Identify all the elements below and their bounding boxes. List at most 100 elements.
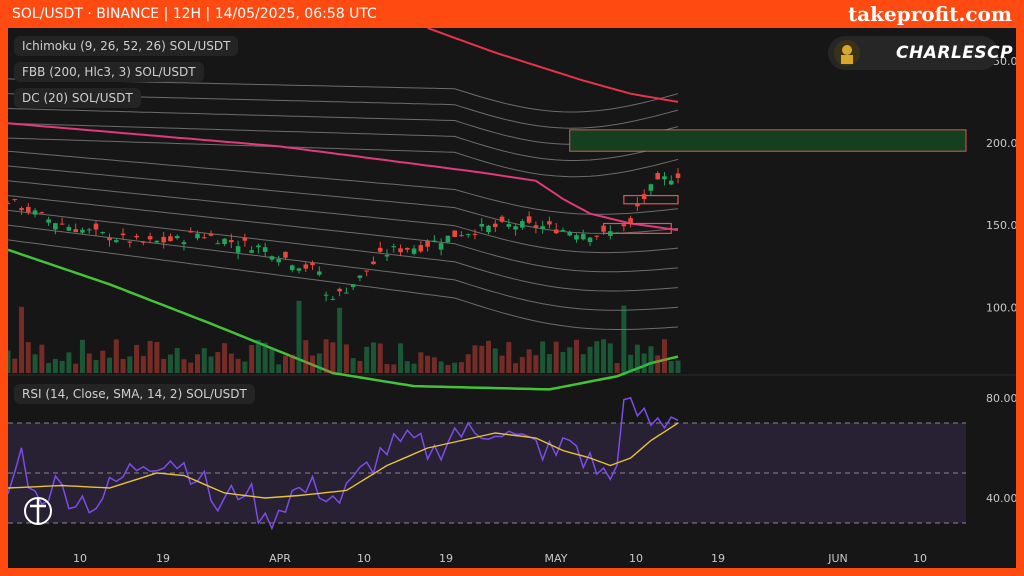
legend-rsi[interactable]: RSI (14, Close, SMA, 14, 2) SOL/USDT — [14, 384, 255, 404]
candle[interactable] — [398, 248, 403, 253]
candle[interactable] — [93, 223, 99, 230]
candle[interactable] — [66, 227, 72, 231]
legend-fbb[interactable]: FBB (200, Hlc3, 3) SOL/USDT — [14, 62, 204, 82]
candle[interactable] — [86, 229, 92, 231]
candle[interactable] — [486, 225, 491, 233]
candle[interactable] — [668, 180, 674, 185]
candle[interactable] — [303, 264, 309, 269]
candle[interactable] — [201, 237, 207, 239]
candle[interactable] — [418, 245, 424, 252]
candle[interactable] — [242, 237, 248, 241]
candle[interactable] — [492, 223, 498, 228]
candle[interactable] — [520, 221, 525, 228]
candle[interactable] — [384, 255, 390, 257]
candle[interactable] — [188, 230, 194, 233]
candle[interactable] — [53, 223, 58, 230]
support-box-upper[interactable] — [623, 194, 679, 205]
candle[interactable] — [330, 298, 336, 300]
candle[interactable] — [364, 270, 369, 272]
candle[interactable] — [249, 250, 254, 253]
candle[interactable] — [141, 241, 146, 243]
candle[interactable] — [587, 237, 593, 243]
candle[interactable] — [614, 232, 620, 234]
candle[interactable] — [296, 268, 302, 271]
candle[interactable] — [222, 238, 227, 245]
candle[interactable] — [235, 246, 241, 253]
candle[interactable] — [337, 288, 342, 292]
candle[interactable] — [276, 259, 282, 263]
candle[interactable] — [377, 247, 383, 252]
candle[interactable] — [641, 194, 647, 200]
candle[interactable] — [526, 216, 532, 223]
candle[interactable] — [601, 225, 606, 232]
candle[interactable] — [506, 224, 512, 227]
legend-ichimoku[interactable]: Ichimoku (9, 26, 52, 26) SOL/USDT — [14, 36, 239, 56]
candle[interactable] — [608, 231, 613, 236]
candle[interactable] — [635, 203, 640, 207]
candle[interactable] — [12, 199, 18, 201]
candle[interactable] — [59, 223, 65, 225]
candle[interactable] — [46, 219, 51, 223]
legend-dc[interactable]: DC (20) SOL/USDT — [14, 88, 141, 108]
candle[interactable] — [547, 221, 552, 225]
candle[interactable] — [648, 184, 654, 191]
candle[interactable] — [147, 236, 153, 240]
candle[interactable] — [567, 232, 573, 236]
candle[interactable] — [208, 233, 214, 236]
candle[interactable] — [655, 173, 660, 180]
candle[interactable] — [310, 262, 315, 266]
candle[interactable] — [465, 234, 471, 236]
candle[interactable] — [161, 236, 166, 243]
candle[interactable] — [499, 216, 505, 222]
candle[interactable] — [107, 237, 112, 241]
candle[interactable] — [256, 245, 261, 248]
candle[interactable] — [174, 236, 180, 239]
candle[interactable] — [513, 226, 518, 230]
candle[interactable] — [154, 240, 160, 243]
candle[interactable] — [459, 235, 464, 237]
candle[interactable] — [445, 235, 451, 243]
candle[interactable] — [425, 240, 430, 247]
candle[interactable] — [323, 294, 329, 296]
candle[interactable] — [594, 235, 600, 237]
candle[interactable] — [675, 173, 681, 178]
price-chart[interactable]: 250.00200.00150.00100.0080.0040.001019AP… — [8, 28, 1016, 568]
candle[interactable] — [350, 284, 356, 288]
candle[interactable] — [80, 229, 85, 233]
candle[interactable] — [181, 242, 187, 245]
candle[interactable] — [357, 275, 363, 278]
brand-logo-text[interactable]: takeprofit.com — [847, 2, 1012, 26]
candle[interactable] — [574, 235, 579, 240]
candle[interactable] — [540, 226, 545, 229]
candle[interactable] — [262, 247, 268, 252]
candle[interactable] — [438, 243, 444, 250]
candle[interactable] — [662, 176, 667, 180]
candle[interactable] — [269, 256, 275, 260]
candle[interactable] — [344, 292, 349, 294]
candle[interactable] — [195, 233, 200, 239]
candle[interactable] — [411, 248, 417, 254]
candle[interactable] — [317, 271, 322, 275]
candle[interactable] — [289, 265, 295, 271]
candle[interactable] — [628, 218, 633, 224]
candle[interactable] — [113, 240, 119, 243]
candle[interactable] — [371, 261, 376, 265]
candle[interactable] — [8, 203, 11, 205]
candle[interactable] — [553, 229, 559, 234]
candle[interactable] — [432, 240, 437, 242]
supply-zone[interactable] — [569, 129, 967, 152]
candle[interactable] — [391, 246, 397, 248]
candle[interactable] — [621, 224, 627, 227]
candle[interactable] — [120, 233, 126, 236]
candle[interactable] — [168, 236, 173, 242]
candle[interactable] — [580, 234, 586, 240]
candle[interactable] — [39, 212, 45, 214]
candle[interactable] — [100, 232, 106, 234]
candle[interactable] — [533, 225, 539, 228]
candle[interactable] — [404, 247, 410, 250]
candle[interactable] — [283, 251, 288, 258]
candle[interactable] — [452, 230, 457, 238]
candle[interactable] — [215, 243, 221, 245]
candle[interactable] — [19, 208, 24, 211]
candle[interactable] — [479, 224, 485, 227]
